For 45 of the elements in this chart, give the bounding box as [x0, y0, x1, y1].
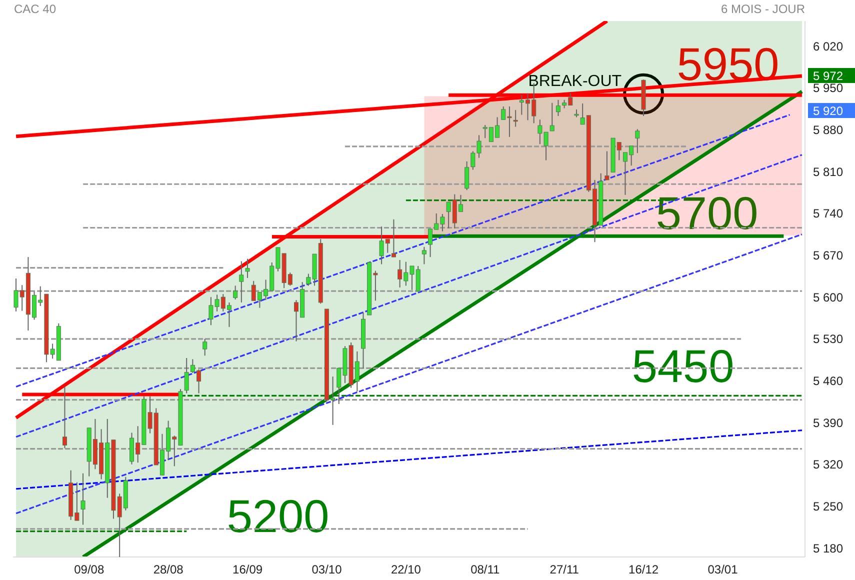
y-tick-label: 5 390: [813, 416, 844, 430]
y-tick-label: 5 530: [813, 332, 844, 346]
y-tick-label: 5 880: [813, 123, 844, 138]
y-tick-label: 6 020: [813, 39, 844, 54]
annotation: 5950: [676, 38, 780, 90]
candlestick: [550, 102, 554, 132]
x-tick-label: 16/12: [628, 562, 659, 577]
candlestick: [604, 150, 610, 180]
candlestick: [556, 99, 560, 117]
y-tick-label: 5 460: [813, 374, 844, 388]
annotation: 5200: [226, 490, 330, 542]
y-tick-label: 5 180: [813, 541, 844, 556]
candlestick: [202, 338, 208, 356]
candlestick: [464, 160, 470, 191]
candlestick: [245, 258, 250, 278]
annotation: 5450: [632, 340, 734, 392]
candlestick: [239, 260, 244, 303]
candlestick: [635, 128, 640, 154]
y-tick-label: 5 740: [813, 206, 844, 221]
annotation: BREAK-OUT: [528, 72, 622, 90]
y-tick-label: 5 600: [813, 290, 844, 304]
x-tick-label: 28/08: [153, 562, 184, 577]
candlestick: [233, 285, 238, 300]
x-tick-label: 27/11: [550, 562, 580, 577]
text: 5 972: [813, 69, 844, 83]
candlestick: [80, 472, 86, 526]
candlestick: [422, 246, 426, 265]
candlestick: [391, 218, 396, 258]
chart-subtitle: 6 MOIS - JOUR: [720, 2, 805, 16]
y-tick-label: 5 250: [813, 499, 844, 514]
x-tick-label: 22/10: [390, 562, 422, 577]
y-tick-label: 5 670: [813, 248, 844, 262]
x-tick-label: 03/10: [312, 562, 342, 577]
candlestick: [62, 386, 67, 449]
candlestick: [513, 110, 518, 128]
chart-title: CAC 40: [14, 2, 56, 16]
y-tick-label: 5 320: [813, 458, 844, 472]
y-tick-label: 5 950: [813, 81, 844, 96]
x-tick-label: 09/08: [74, 562, 104, 577]
y-tick-label: 5 810: [813, 164, 844, 179]
text: 5 920: [813, 104, 844, 118]
x-tick-label: 08/11: [470, 562, 500, 577]
candlestick: [184, 358, 189, 394]
x-tick-label: 16/09: [232, 562, 263, 577]
x-tick-label: 03/01: [708, 562, 738, 577]
